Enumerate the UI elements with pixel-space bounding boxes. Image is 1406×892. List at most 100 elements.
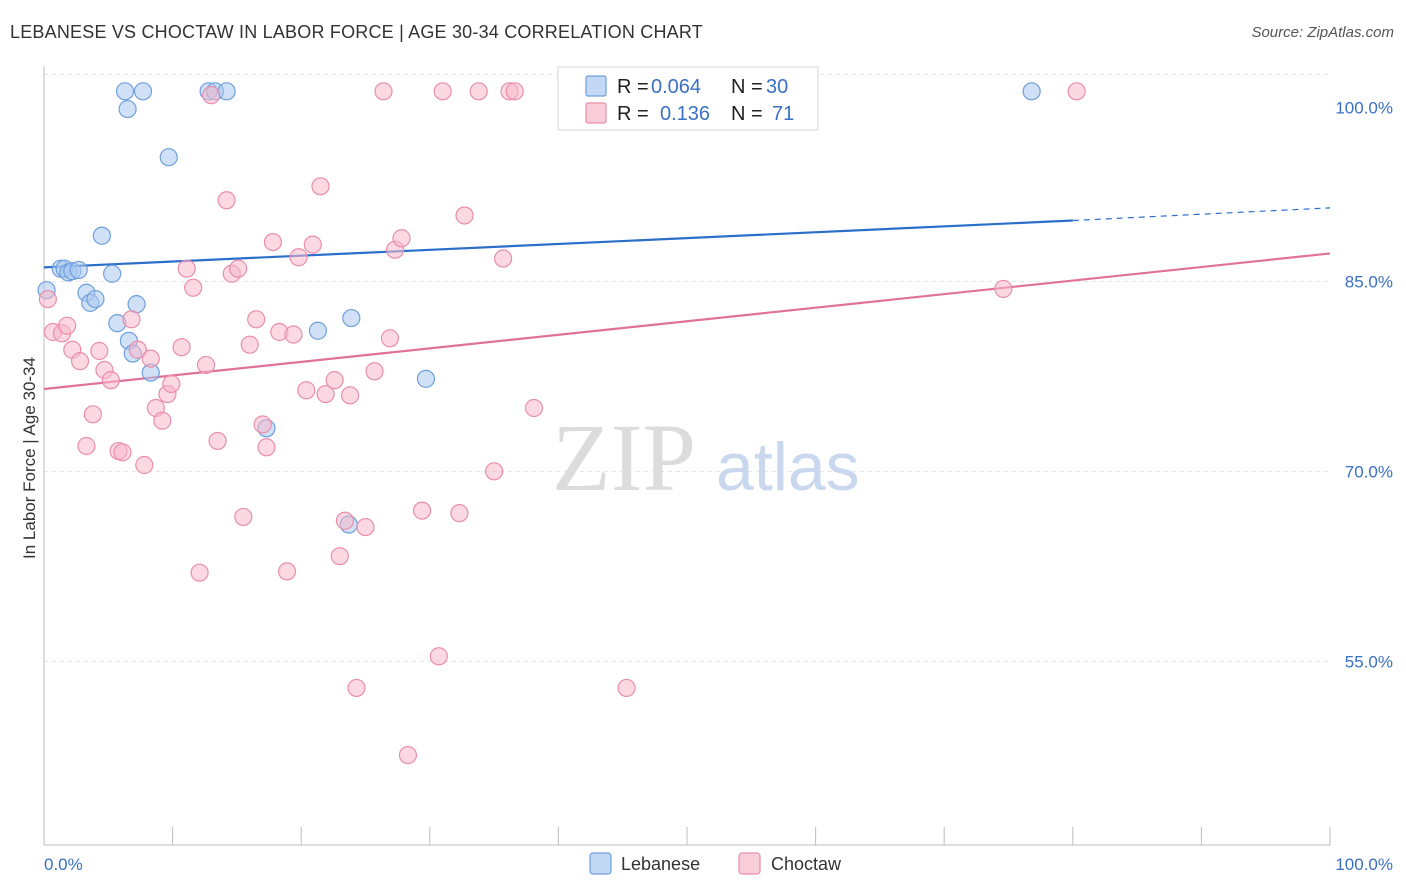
- data-point-choctaw-5: [70, 352, 90, 371]
- data-point-choctaw-67: [524, 398, 544, 418]
- y-tick-label-2: 70.0%: [1345, 462, 1393, 481]
- data-point-choctaw-32: [240, 335, 259, 354]
- data-point-choctaw-69: [994, 279, 1013, 299]
- data-point-choctaw-49: [347, 678, 366, 698]
- data-point-choctaw-53: [380, 329, 400, 348]
- data-point-lebanese-26: [342, 308, 361, 328]
- data-point-lebanese-27: [416, 369, 436, 388]
- data-point-choctaw-52: [374, 82, 393, 101]
- legend-r-label-choctaw: R =: [617, 103, 649, 125]
- data-point-choctaw-13: [122, 310, 141, 329]
- data-point-lebanese-5: [69, 260, 88, 280]
- legend-box: R = 0.064 N = 30 R = 0.136 N = 71: [557, 66, 819, 131]
- trend-line-lebanese: [43, 219, 1073, 269]
- data-point-choctaw-30: [229, 259, 248, 278]
- chart-title: LEBANESE VS CHOCTAW IN LABOR FORCE | AGE…: [10, 22, 703, 42]
- y-tick-labels: 100.0% 85.0% 70.0% 55.0%: [1335, 98, 1393, 671]
- points-layer: [37, 82, 1086, 765]
- legend-n-label-lebanese: N =: [731, 76, 763, 98]
- y-tick-label-0: 100.0%: [1335, 98, 1393, 117]
- data-point-choctaw-23: [184, 278, 203, 297]
- data-point-choctaw-27: [208, 431, 227, 451]
- data-point-lebanese-17: [133, 82, 153, 101]
- data-point-choctaw-39: [284, 325, 303, 344]
- data-point-choctaw-0: [38, 289, 57, 309]
- data-point-choctaw-64: [494, 249, 513, 268]
- data-point-choctaw-6: [77, 436, 96, 456]
- bottom-legend-swatch-choctaw: [738, 852, 761, 875]
- y-tick-label-1: 85.0%: [1345, 272, 1393, 291]
- data-point-choctaw-50: [356, 517, 375, 537]
- data-point-choctaw-60: [450, 504, 469, 523]
- data-point-choctaw-8: [90, 341, 109, 361]
- data-point-choctaw-38: [277, 562, 297, 581]
- data-point-choctaw-26: [202, 86, 221, 105]
- x-tick-label-max: 100.0%: [1335, 855, 1393, 874]
- legend-n-label-choctaw: N =: [731, 103, 763, 125]
- data-point-choctaw-12: [113, 443, 132, 462]
- data-point-choctaw-31: [234, 507, 253, 527]
- data-point-choctaw-42: [303, 235, 322, 254]
- trend-extension-lebanese: [1072, 207, 1331, 222]
- data-point-choctaw-35: [257, 438, 276, 457]
- data-point-choctaw-3: [58, 316, 77, 335]
- data-point-lebanese-10: [103, 264, 122, 283]
- data-point-choctaw-18: [153, 411, 172, 430]
- data-point-choctaw-43: [311, 177, 330, 196]
- data-point-choctaw-61: [455, 206, 474, 225]
- data-point-choctaw-47: [335, 511, 355, 530]
- legend-r-value-choctaw: 0.136: [660, 103, 710, 125]
- data-point-lebanese-28: [1022, 82, 1041, 101]
- x-tick-label-min: 0.0%: [44, 855, 83, 874]
- watermark-zip: ZIP: [552, 404, 696, 511]
- data-point-choctaw-57: [412, 501, 432, 520]
- bottom-legend-label-lebanese: Lebanese: [621, 854, 700, 874]
- legend-swatch-choctaw: [585, 102, 607, 124]
- data-point-lebanese-8: [86, 289, 105, 309]
- y-axis-label: In Labor Force | Age 30-34: [20, 357, 39, 559]
- trend-layer: [43, 207, 1331, 391]
- data-point-lebanese-9: [92, 226, 111, 245]
- data-point-choctaw-58: [429, 647, 448, 666]
- bottom-legend-label-choctaw: Choctaw: [771, 854, 842, 874]
- data-point-lebanese-16: [118, 99, 137, 119]
- data-point-choctaw-63: [485, 462, 504, 481]
- data-point-choctaw-14: [128, 340, 147, 359]
- legend-n-value-choctaw: 71: [772, 103, 794, 125]
- data-point-choctaw-51: [365, 362, 384, 381]
- data-point-choctaw-34: [253, 415, 272, 434]
- data-point-choctaw-66: [505, 82, 524, 101]
- data-point-choctaw-68: [617, 678, 636, 698]
- data-point-lebanese-14: [127, 295, 146, 314]
- data-point-choctaw-46: [330, 547, 349, 566]
- legend-r-value-lebanese: 0.064: [651, 76, 701, 98]
- y-tick-label-3: 55.0%: [1345, 652, 1393, 671]
- data-point-choctaw-10: [101, 371, 120, 390]
- legend-r-label-lebanese: R =: [617, 76, 649, 98]
- data-point-choctaw-48: [340, 386, 360, 405]
- trend-line-choctaw: [43, 252, 1331, 391]
- data-point-choctaw-20: [162, 374, 181, 394]
- data-point-choctaw-24: [190, 563, 209, 582]
- source-label: Source: ZipAtlas.com: [1251, 24, 1394, 41]
- axes-layer: [43, 66, 1331, 846]
- legend-swatch-lebanese: [585, 75, 607, 97]
- data-point-choctaw-21: [172, 338, 191, 357]
- data-point-choctaw-56: [398, 745, 418, 765]
- bottom-legend-swatch-lebanese: [589, 852, 612, 875]
- legend-n-value-lebanese: 30: [766, 76, 788, 98]
- data-point-lebanese-24: [308, 321, 328, 340]
- data-point-choctaw-36: [263, 232, 283, 252]
- data-point-choctaw-44: [316, 384, 335, 404]
- data-point-choctaw-41: [297, 381, 316, 400]
- data-point-choctaw-25: [196, 355, 216, 375]
- data-point-choctaw-15: [135, 455, 154, 475]
- data-point-choctaw-40: [289, 248, 308, 267]
- data-point-choctaw-22: [177, 259, 196, 278]
- watermark-atlas: atlas: [716, 429, 860, 505]
- data-point-choctaw-70: [1067, 82, 1086, 101]
- data-point-choctaw-55: [392, 229, 411, 248]
- data-point-choctaw-59: [433, 82, 452, 101]
- data-point-choctaw-33: [247, 310, 266, 329]
